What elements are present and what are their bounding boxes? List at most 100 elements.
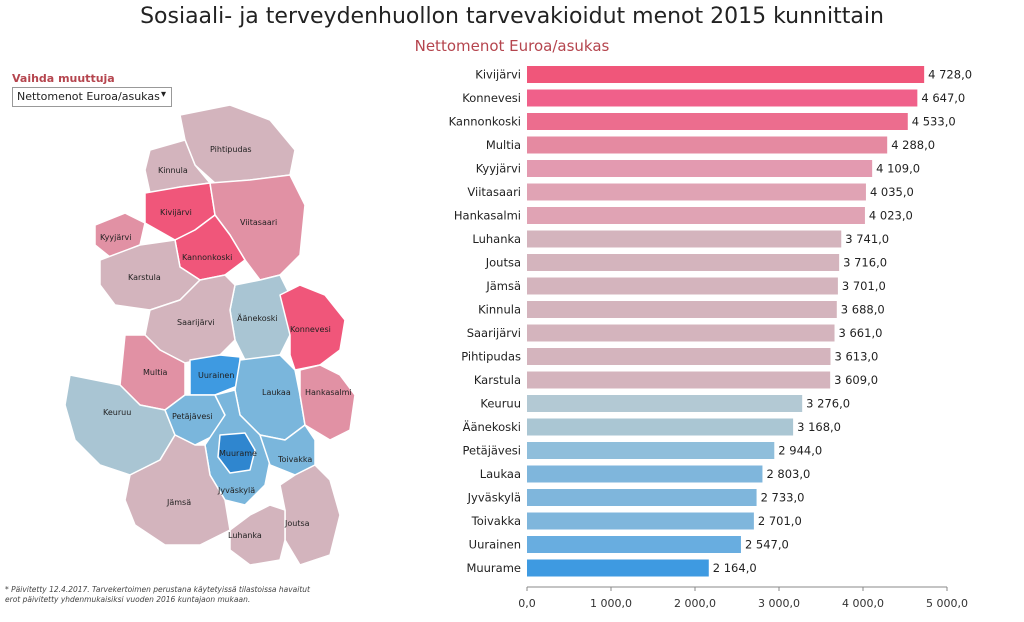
map-label: Konnevesi (290, 325, 331, 334)
map-region-hankasalmi[interactable] (299, 364, 356, 441)
value-label: 4 533,0 (912, 115, 956, 129)
map-label: Uurainen (198, 371, 234, 380)
map-label: Karstula (128, 273, 161, 282)
bar[interactable] (527, 254, 840, 271)
map-region-luhanka[interactable] (229, 504, 286, 566)
bar[interactable] (527, 183, 866, 201)
bar[interactable] (527, 489, 757, 506)
footnote-line: * Päivitetty 12.4.2017. Tarvekertoimen p… (5, 585, 310, 594)
bar[interactable] (527, 324, 835, 342)
category-label: Jyväskylä (467, 491, 521, 505)
category-label: Pihtipudas (461, 350, 521, 364)
variable-label: Vaihda muuttuja (12, 72, 115, 85)
footnote: * Päivitetty 12.4.2017. Tarvekertoimen p… (5, 585, 365, 605)
bar[interactable] (527, 559, 709, 577)
variable-dropdown-value: Nettomenot Euroa/asukas (17, 90, 160, 103)
bar[interactable] (527, 277, 838, 295)
bar-chart: Kivijärvi Konnevesi Kannonkoski Multia Kyyjä… (449, 66, 972, 610)
map-label: Kannonkoski (182, 253, 232, 262)
bar[interactable] (527, 442, 775, 459)
x-tick-label: 5 000,0 (926, 597, 968, 610)
variable-dropdown[interactable]: Nettomenot Euroa/asukas ▾ (12, 87, 172, 107)
map-label: Äänekoski (237, 313, 278, 323)
value-label: 4 109,0 (876, 162, 920, 176)
category-label: Uurainen (469, 538, 521, 552)
value-labels: 4 728,0 4 647,0 4 533,0 4 288,0 4 109,0 4 035… (713, 68, 972, 576)
category-labels: Kivijärvi Konnevesi Kannonkoski Multia Kyyjä… (449, 68, 521, 576)
map-label: Hankasalmi (305, 388, 352, 397)
bar[interactable] (527, 207, 865, 224)
category-label: Hankasalmi (454, 209, 521, 223)
map-label: Pihtipudas (210, 145, 252, 154)
bar[interactable] (527, 66, 925, 83)
bar[interactable] (527, 371, 831, 389)
bar[interactable] (527, 113, 908, 130)
category-label: Kannonkoski (449, 115, 521, 129)
map-label: Saarijärvi (177, 318, 215, 327)
chart-title: Sosiaali- ja terveydenhuollon tarvevakio… (140, 4, 884, 29)
category-label: Jämsä (485, 279, 521, 293)
bar[interactable] (527, 136, 888, 154)
municipality-map: Pihtipudas Kinnula Kivijärvi Viitasaari … (64, 104, 356, 566)
map-label: Laukaa (262, 388, 291, 397)
x-tick-label: 4 000,0 (842, 597, 884, 610)
bar[interactable] (527, 512, 754, 530)
map-label: Muurame (219, 449, 257, 458)
map-label: Petäjävesi (172, 412, 213, 421)
bar[interactable] (527, 230, 842, 248)
map-label: Viitasaari (240, 218, 277, 227)
category-label: Äänekoski (463, 419, 521, 434)
bar[interactable] (527, 348, 831, 365)
category-label: Kyyjärvi (476, 162, 521, 176)
category-label: Viitasaari (467, 185, 521, 199)
x-tick-label: 3 000,0 (758, 597, 800, 610)
category-label: Saarijärvi (467, 326, 521, 340)
map-label: Joutsa (284, 519, 310, 528)
category-label: Konnevesi (462, 91, 521, 105)
map-label: Multia (143, 368, 168, 377)
category-label: Toivakka (471, 514, 521, 528)
bar[interactable] (527, 536, 741, 553)
bar[interactable] (527, 89, 918, 107)
category-label: Laukaa (480, 467, 521, 481)
category-label: Keuruu (480, 397, 521, 411)
bar[interactable] (527, 301, 837, 318)
value-label: 3 168,0 (797, 420, 841, 434)
map-label: Jämsä (166, 498, 191, 507)
value-label: 3 661,0 (839, 326, 883, 340)
value-label: 3 741,0 (845, 232, 889, 246)
chevron-down-icon[interactable]: ▾ (160, 89, 166, 100)
value-label: 2 733,0 (761, 491, 805, 505)
map-region-konnevesi[interactable] (279, 284, 346, 371)
value-label: 2 944,0 (778, 444, 822, 458)
value-label: 4 647,0 (921, 91, 965, 105)
value-label: 3 613,0 (834, 350, 878, 364)
bar[interactable] (527, 418, 794, 436)
map-label: Luhanka (228, 531, 262, 540)
category-label: Multia (486, 138, 521, 152)
map-label: Kinnula (158, 166, 188, 175)
map-region-jamsa[interactable] (124, 434, 231, 546)
category-label: Luhanka (472, 232, 521, 246)
value-label: 2 701,0 (758, 514, 802, 528)
map-region-toivakka[interactable] (259, 424, 316, 476)
map-label: Keuruu (103, 408, 131, 417)
value-label: 2 803,0 (766, 467, 810, 481)
map-region-muurame[interactable] (217, 432, 256, 474)
bar[interactable] (527, 465, 763, 483)
category-label: Muurame (466, 561, 521, 575)
x-tick-label: 1 000,0 (590, 597, 632, 610)
value-label: 3 716,0 (843, 256, 887, 270)
value-label: 4 728,0 (928, 68, 972, 82)
map-label: Jyväskylä (217, 486, 255, 495)
category-label: Kinnula (478, 303, 521, 317)
value-label: 4 035,0 (870, 185, 914, 199)
map-region-joutsa[interactable] (279, 464, 341, 566)
bar[interactable] (527, 160, 873, 177)
footnote-line: erot päivitetty yhdenmukaisiksi vuoden 2… (5, 595, 251, 604)
x-axis: 0,0 1 000,0 2 000,0 3 000,0 4 000,0 5 000,0 (518, 586, 968, 610)
category-label: Karstula (474, 373, 521, 387)
map-label: Toivakka (277, 455, 312, 464)
map-label: Kyyjärvi (100, 233, 132, 242)
bar[interactable] (527, 395, 803, 412)
